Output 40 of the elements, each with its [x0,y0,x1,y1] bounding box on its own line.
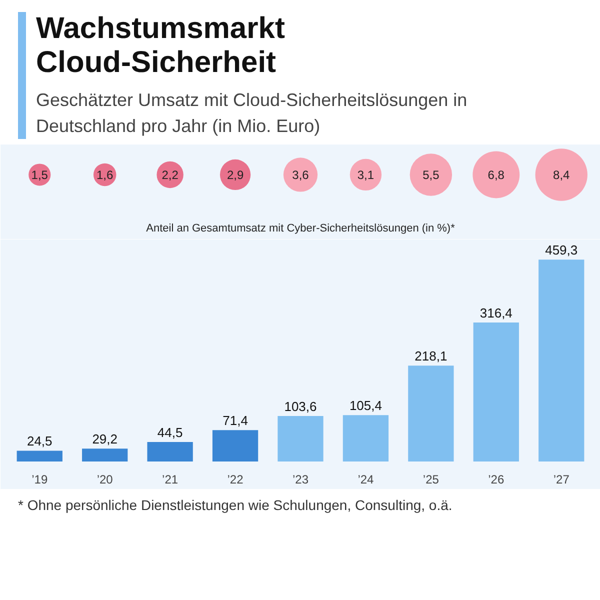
data-label: 2,2 [162,168,179,183]
data-label: 5,5 [422,168,440,183]
data-label: 218,1 [414,349,448,364]
bar [147,442,193,462]
text: Anteil an Gesamtumsatz mit Cyber-Sicherheitslösungen (in %)* [146,223,456,236]
x-tick-label: ’20 [96,472,114,487]
x-tick-label: ’27 [553,472,570,487]
x-tick-label: ’26 [488,472,504,487]
x-tick-label: ’24 [358,472,374,487]
data-label: 316,4 [480,306,512,321]
bar [342,416,389,462]
data-label: 1,6 [96,168,114,183]
data-label: 6,8 [488,168,505,183]
x-tick-label: ’23 [292,472,309,487]
data-label: 2,9 [226,168,244,183]
bar [278,416,324,462]
data-label: 3,6 [292,168,310,183]
bar [473,322,519,462]
data-label: 29,2 [92,432,118,448]
data-label: 105,4 [349,398,382,414]
data-label: 3,1 [357,168,374,183]
data-label: 1,5 [31,168,48,183]
data-label: 44,5 [157,425,183,440]
x-tick-label: ’21 [162,472,178,487]
x-tick-label: ’22 [227,472,244,487]
chart-subtitle: Geschätzter Umsatz mit Cloud-Sicherheitslösungen in Deutschland pro Jahr (in Mio. Euro) [36,89,468,138]
data-label: 8,4 [553,168,570,183]
chart-title: Wachstumsmarkt Cloud-Sicherheit [36,12,286,80]
bar [212,430,258,462]
data-label: 71,4 [222,414,248,429]
data-label: 103,6 [284,399,317,414]
bar [82,449,128,462]
x-tick-label: ’25 [422,472,440,487]
text: * Ohne persönliche Dienstleistungen wie Schulungen, Consulting, o.ä. [18,496,452,516]
bar [538,260,584,462]
data-label: 24,5 [26,434,52,450]
data-label: 459,3 [545,243,578,258]
bar [408,366,454,462]
x-tick-label: ’19 [32,472,48,487]
bar [16,451,62,462]
